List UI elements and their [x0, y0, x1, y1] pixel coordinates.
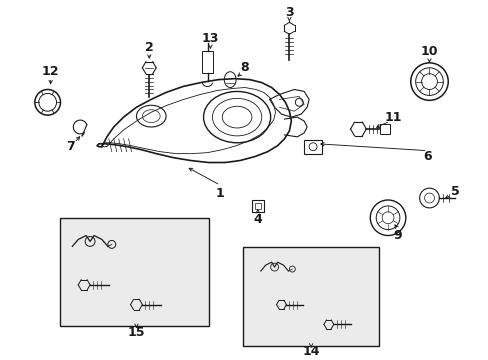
Bar	[201, 51, 213, 73]
Bar	[254, 203, 260, 209]
Text: 9: 9	[393, 229, 402, 242]
Bar	[243, 247, 378, 346]
Text: 7: 7	[66, 140, 75, 153]
Text: 13: 13	[202, 32, 219, 45]
Bar	[304, 140, 321, 154]
Text: 3: 3	[285, 6, 293, 19]
Text: 15: 15	[127, 326, 145, 339]
Bar	[251, 200, 263, 212]
Text: 12: 12	[42, 65, 59, 78]
Bar	[379, 124, 389, 134]
Text: 1: 1	[216, 186, 224, 199]
Text: 11: 11	[384, 111, 401, 123]
Text: 4: 4	[253, 213, 262, 226]
Text: 14: 14	[302, 346, 319, 359]
Text: 8: 8	[240, 61, 249, 74]
Text: 10: 10	[420, 45, 437, 58]
Text: 5: 5	[450, 185, 459, 198]
Bar	[60, 218, 209, 326]
Text: 2: 2	[144, 41, 153, 54]
Text: 6: 6	[422, 150, 431, 163]
